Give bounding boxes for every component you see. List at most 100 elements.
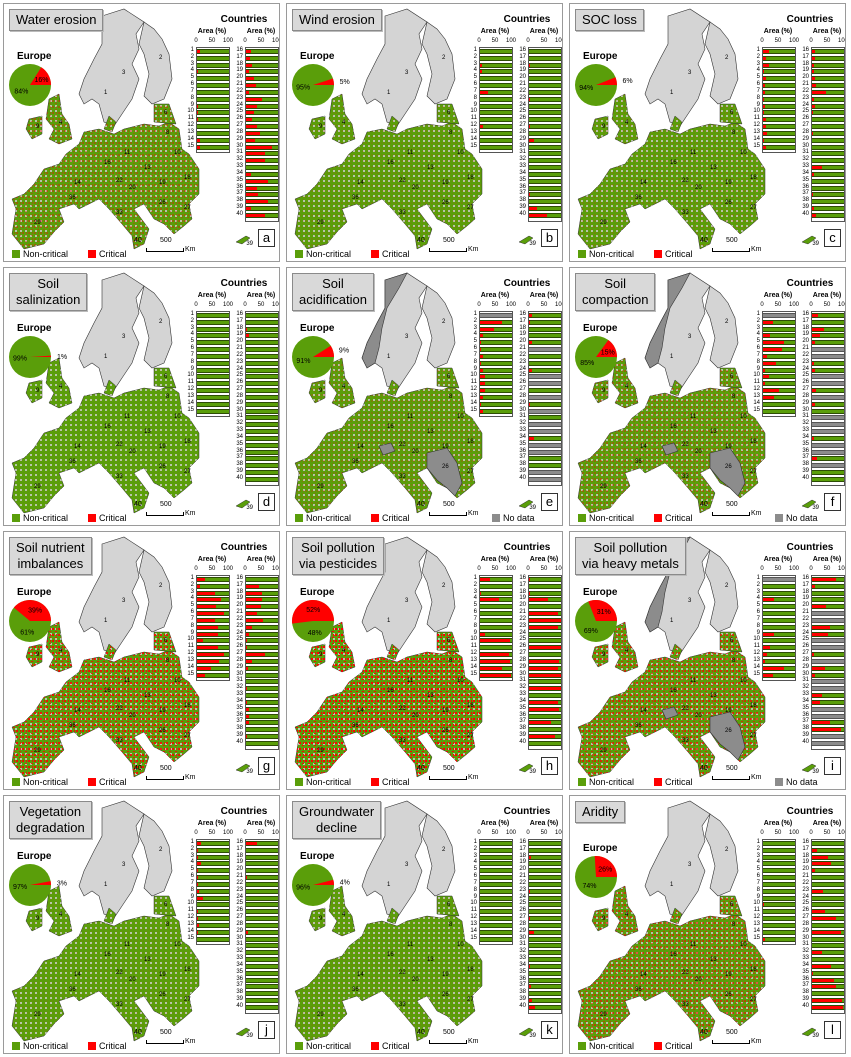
country-bar-critical [480,327,495,331]
country-number: 5 [756,74,760,81]
legend-label: Non-critical [23,1041,69,1051]
country-bar [480,137,512,143]
map-country-label: 19 [442,180,449,186]
legend-swatch-non-critical [578,1042,586,1050]
country-number: 15 [187,406,194,413]
country-bar [763,388,795,394]
map-country-label: 33 [399,1002,406,1008]
cyprus-label: 39 [246,241,253,247]
country-bar [763,881,795,887]
country-number: 29 [802,399,809,406]
country-bar-critical [246,90,249,94]
area-axis-label: Area (%) [197,820,227,827]
country-bar [529,583,561,589]
country-bar [763,367,795,373]
country-bar [246,333,278,339]
map-cyprus [518,499,534,509]
country-number: 16 [802,839,809,845]
panel-letter: e [541,493,558,511]
map-country-label: 22 [682,178,689,184]
country-number: 32 [802,420,809,427]
map-cyprus [235,763,251,773]
country-bar [763,347,795,353]
country-number: 31 [236,149,243,156]
country-number: 35 [802,968,809,975]
map-uk-critical-areas [329,886,355,936]
country-number: 40 [519,738,526,745]
europe-label: Europe [17,587,52,598]
map-country-label: 2 [725,847,729,853]
map-country-label: 11 [690,150,697,156]
map-country-label: 13 [710,957,717,963]
country-number: 21 [519,81,526,88]
country-bar-group [811,575,845,750]
country-bar [246,103,278,109]
country-number: 25 [802,372,809,379]
legend-label: Non-critical [589,249,635,259]
map-country-label: 10 [740,414,747,420]
country-bar-critical [246,111,254,115]
area-axis-label: Area (%) [480,820,510,827]
country-bar-critical [812,166,822,170]
map-country-label: 13 [144,429,151,435]
country-bar-critical [812,694,822,698]
country-number: 34 [519,697,526,704]
legend-swatch-critical [654,250,662,258]
scale-value: 500 [160,501,172,508]
map-country-label: 26 [159,200,166,206]
country-bar [246,740,278,746]
country-number: 31 [519,677,526,684]
country-bar [480,916,512,922]
country-number: 40 [236,1002,243,1009]
europe-pie-chart: 91%9% [292,336,349,378]
country-number: 25 [802,900,809,907]
country-bar-critical [197,896,203,900]
country-number: 5 [756,602,760,609]
country-bar [197,854,229,860]
country-number: 19 [519,331,526,338]
country-bar-no-data [529,408,561,414]
legend-swatch-no-data [775,514,783,522]
country-number: 13 [187,128,194,135]
country-bar [197,902,229,908]
country-bar [246,679,278,685]
country-bar [529,62,561,68]
map-cyprus [518,1027,534,1037]
map-uk-critical-areas [612,886,638,936]
legend-swatch-non-critical [12,778,20,786]
legend-swatch-critical [88,1042,96,1050]
country-bar-critical [197,659,219,663]
country-bar [480,333,512,339]
country-number: 26 [802,115,809,122]
panel-letter: c [824,229,841,247]
country-bar-no-data [763,313,795,318]
country-bar [529,895,561,901]
pie-label-critical: 3% [57,880,67,887]
countries-header: Countries [220,278,268,289]
country-number: 40 [236,738,243,745]
country-bar-critical [480,348,481,352]
country-bar [197,929,229,935]
panel-letter: k [541,1021,558,1039]
countries-header: Countries [786,14,834,25]
country-number: 11 [187,115,194,122]
scale-unit: Km [468,774,479,781]
country-bar [480,881,512,887]
country-bar-critical [763,84,765,88]
country-number: 30 [802,934,809,941]
country-number: 4 [756,331,760,338]
country-bar [529,970,561,976]
country-number: 37 [236,190,243,197]
panel-title: Soil pollution via heavy metals [575,537,686,575]
map-country-label: 6 [730,374,734,380]
country-number: 32 [519,684,526,691]
country-number: 14 [753,663,760,670]
country-bar-critical [763,138,764,142]
panel-title-line: Soil [604,276,627,291]
map-country-label: 1 [104,90,108,96]
country-number: 10 [470,900,477,907]
map-country-label: 29 [34,748,41,754]
country-bar [812,861,844,867]
country-bar-critical [529,625,558,629]
map-country-label: 6 [164,638,168,644]
